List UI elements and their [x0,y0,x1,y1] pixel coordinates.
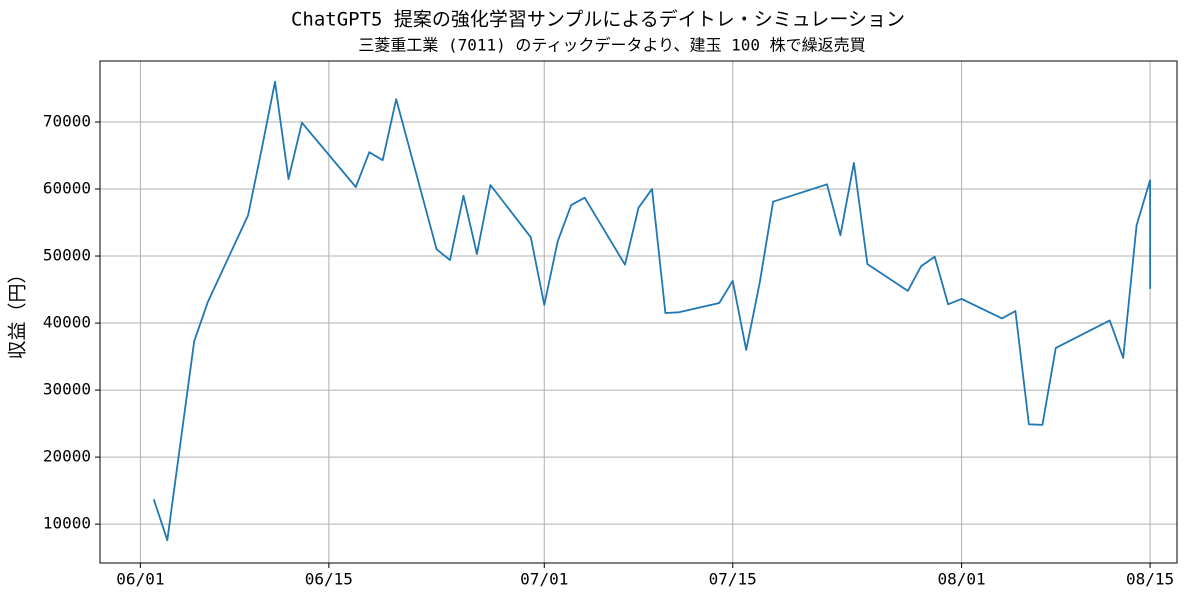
y-tick-label: 40000 [43,313,91,332]
plot-frame [99,60,1178,564]
x-tick-label: 07/01 [520,570,568,589]
chart-subtitle: 三菱重工業 (7011) のティックデータより、建玉 100 株で繰返売買 [358,36,865,55]
y-tick-label: 20000 [43,447,91,466]
line [152,80,1151,542]
y-tick-label: 60000 [43,179,91,198]
x-tick-label: 06/15 [305,570,353,589]
x-tick-label: 06/01 [116,570,164,589]
grid [100,61,1177,563]
y-axis-label: 収益（円） [7,264,29,359]
x-tick-label: 08/01 [938,570,986,589]
chart-title: ChatGPT5 提案の強化学習サンプルによるデイトレ・シミュレーション [291,9,905,31]
x-tick-label: 07/15 [709,570,757,589]
plot [152,80,1151,542]
x-tick-label: 08/15 [1126,570,1174,589]
y-tick-label: 30000 [43,380,91,399]
y-tick-label: 10000 [43,514,91,533]
y-tick-label: 70000 [43,111,91,130]
y-tick-label: 50000 [43,246,91,265]
